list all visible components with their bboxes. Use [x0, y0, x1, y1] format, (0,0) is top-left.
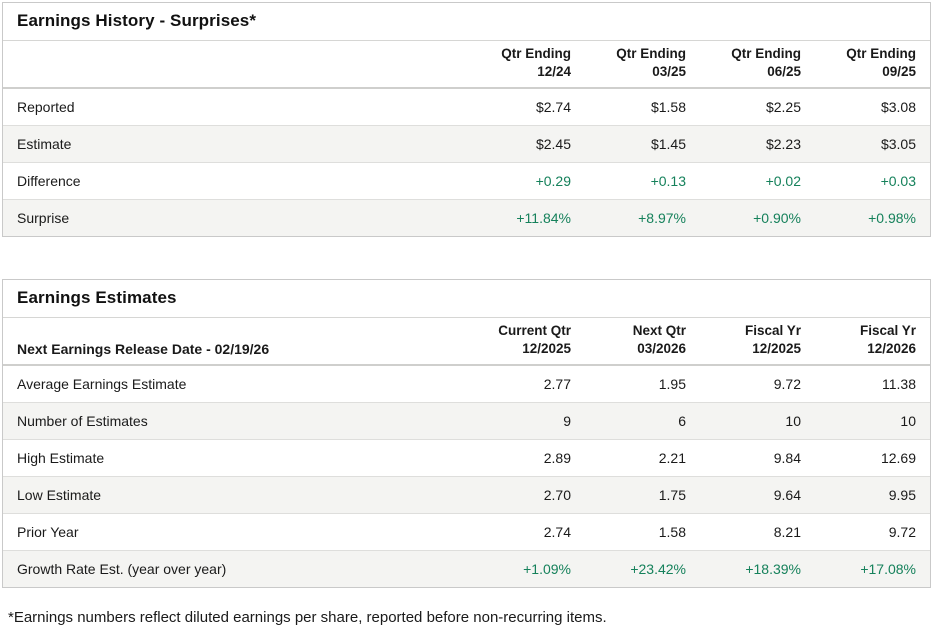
table-row-estimate: Estimate $2.45 $1.45 $2.23 $3.05	[3, 125, 930, 163]
value-cell: +23.42%	[630, 561, 686, 578]
table-row-average-earnings-estimate: Average Earnings Estimate 2.77 1.95 9.72…	[3, 365, 930, 403]
column-header-current-qtr: Current Qtr 12/2025	[470, 318, 585, 367]
row-label: High Estimate	[17, 450, 105, 467]
value-cell: 9.72	[773, 376, 801, 393]
value-cell: +0.03	[880, 173, 916, 190]
value-cell: $2.23	[765, 136, 801, 153]
value-cell: 11.38	[882, 376, 916, 393]
value-cell: 1.58	[658, 524, 686, 541]
row-label: Prior Year	[17, 524, 79, 541]
value-cell: +0.90%	[753, 210, 801, 227]
table-row-low-estimate: Low Estimate 2.70 1.75 9.64 9.95	[3, 476, 930, 514]
earnings-estimates-title: Earnings Estimates	[3, 280, 930, 319]
column-header-qtr-0325: Qtr Ending 03/25	[585, 41, 700, 90]
value-cell: +11.84%	[516, 210, 571, 227]
empty-header-cell	[3, 41, 470, 90]
row-label: Reported	[17, 99, 75, 116]
value-cell: $3.08	[880, 99, 916, 116]
row-label: Estimate	[17, 136, 72, 153]
value-cell: $1.45	[650, 136, 686, 153]
value-cell: +0.29	[535, 173, 571, 190]
value-cell: 10	[785, 413, 801, 430]
earnings-estimates-table: Next Earnings Release Date - 02/19/26 Cu…	[3, 318, 930, 588]
value-cell: 6	[678, 413, 686, 430]
table-row-difference: Difference +0.29 +0.13 +0.02 +0.03	[3, 162, 930, 200]
value-cell: +0.02	[765, 173, 801, 190]
value-cell: +0.13	[650, 173, 686, 190]
earnings-history-header-row: Qtr Ending 12/24 Qtr Ending 03/25 Qtr En…	[3, 41, 930, 90]
row-label: Number of Estimates	[17, 413, 148, 430]
row-label: Difference	[17, 173, 81, 190]
value-cell: $2.45	[535, 136, 571, 153]
value-cell: $1.58	[650, 99, 686, 116]
value-cell: +8.97%	[638, 210, 686, 227]
table-row-reported: Reported $2.74 $1.58 $2.25 $3.08	[3, 88, 930, 126]
table-row-growth-rate-estimate: Growth Rate Est. (year over year) +1.09%…	[3, 550, 930, 588]
row-label: Surprise	[17, 210, 70, 227]
column-header-qtr-0625: Qtr Ending 06/25	[700, 41, 815, 90]
value-cell: 2.74	[543, 524, 571, 541]
earnings-footnote: *Earnings numbers reflect diluted earnin…	[8, 609, 607, 626]
table-row-high-estimate: High Estimate 2.89 2.21 9.84 12.69	[3, 439, 930, 477]
earnings-history-table: Qtr Ending 12/24 Qtr Ending 03/25 Qtr En…	[3, 41, 930, 237]
value-cell: 2.77	[543, 376, 571, 393]
table-row-surprise: Surprise +11.84% +8.97% +0.90% +0.98%	[3, 199, 930, 237]
value-cell: 1.75	[658, 487, 686, 504]
value-cell: +0.98%	[868, 210, 916, 227]
value-cell: $3.05	[880, 136, 916, 153]
table-row-prior-year: Prior Year 2.74 1.58 8.21 9.72	[3, 513, 930, 551]
column-header-qtr-1224: Qtr Ending 12/24	[470, 41, 585, 90]
value-cell: 9.95	[888, 487, 916, 504]
table-row-number-of-estimates: Number of Estimates 9 6 10 10	[3, 402, 930, 440]
value-cell: 9	[563, 413, 571, 430]
value-cell: 9.84	[773, 450, 801, 467]
earnings-history-title: Earnings History - Surprises*	[3, 3, 930, 41]
value-cell: 9.72	[888, 524, 916, 541]
value-cell: 2.21	[658, 450, 686, 467]
value-cell: 9.64	[773, 487, 801, 504]
value-cell: 12.69	[880, 450, 916, 467]
column-header-qtr-0925: Qtr Ending 09/25	[815, 41, 930, 90]
value-cell: 1.95	[658, 376, 686, 393]
earnings-estimates-card: Earnings Estimates Next Earnings Release…	[2, 279, 931, 589]
earnings-estimates-header-row: Next Earnings Release Date - 02/19/26 Cu…	[3, 318, 930, 367]
column-header-fiscal-yr-2025: Fiscal Yr 12/2025	[700, 318, 815, 367]
value-cell: 8.21	[773, 524, 801, 541]
row-label: Average Earnings Estimate	[17, 376, 187, 393]
value-cell: +18.39%	[745, 561, 801, 578]
next-earnings-release-date: Next Earnings Release Date - 02/19/26	[3, 318, 470, 367]
value-cell: 2.89	[543, 450, 571, 467]
column-header-next-qtr: Next Qtr 03/2026	[585, 318, 700, 367]
value-cell: +1.09%	[523, 561, 571, 578]
value-cell: +17.08%	[860, 561, 916, 578]
value-cell: 2.70	[543, 487, 571, 504]
value-cell: $2.25	[765, 99, 801, 116]
column-header-fiscal-yr-2026: Fiscal Yr 12/2026	[815, 318, 930, 367]
earnings-history-card: Earnings History - Surprises* Qtr Ending…	[2, 2, 931, 238]
value-cell: $2.74	[535, 99, 571, 116]
row-label: Growth Rate Est. (year over year)	[17, 561, 227, 578]
row-label: Low Estimate	[17, 487, 102, 504]
value-cell: 10	[900, 413, 916, 430]
